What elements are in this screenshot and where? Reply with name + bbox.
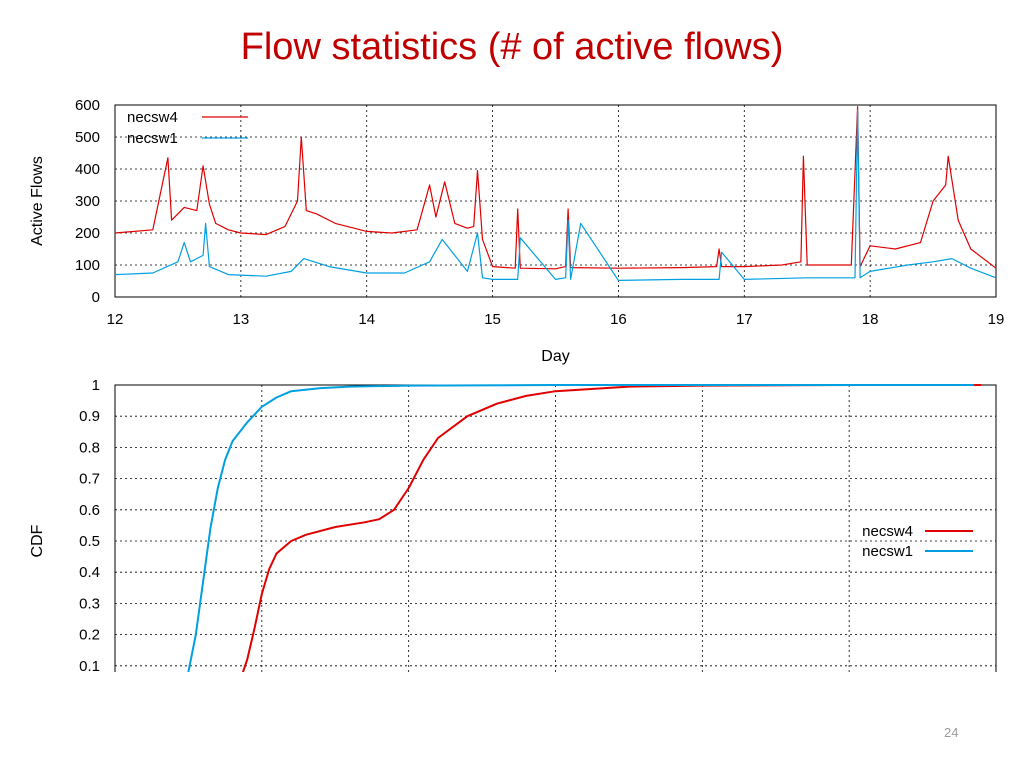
legend-label-necsw1: necsw1 [862,543,913,560]
y-axis-label: CDF [29,524,46,557]
x-axis-label: Day [541,348,569,365]
x-tick-label: 12 [107,311,124,328]
y-tick-label: 0.6 [79,502,100,519]
y-tick-label: 0.9 [79,408,100,425]
y-tick-label: 400 [75,161,100,178]
series-line-necsw1 [114,109,997,281]
y-tick-label: 300 [75,193,100,210]
series-line-necsw4 [114,106,997,270]
x-tick-label: 16 [610,311,627,328]
active-flows-cdf-chart: 010020030040050060000.10.20.30.40.50.60.… [29,377,997,672]
y-tick-label: 0.7 [79,471,100,488]
y-tick-label: 500 [75,129,100,146]
y-tick-label: 0.1 [79,658,100,672]
y-tick-label: 0.2 [79,627,100,644]
y-tick-label: 100 [75,257,100,274]
legend-label-necsw1: necsw1 [127,130,178,147]
y-tick-label: 0.4 [79,564,100,581]
page-number: 24 [944,725,959,740]
y-tick-label: 600 [75,97,100,114]
y-tick-label: 0.8 [79,439,100,456]
y-tick-label: 0 [92,289,100,306]
y-tick-label: 0.5 [79,533,100,550]
active-flows-timeseries-chart: 12 13 14 15 16 17 18 19 0 100 200 300 400 500 600 Day Ac… [29,97,1005,365]
x-tick-label: 15 [484,311,501,328]
slide-title: Flow statistics (# of active flows) [240,26,784,68]
series-line-necsw4 [241,384,982,672]
legend-label-necsw4: necsw4 [127,109,178,126]
series-line-necsw1 [187,384,974,672]
y-tick-label: 0.3 [79,595,100,612]
x-tick-label: 18 [862,311,879,328]
y-tick-label: 1 [92,377,100,394]
y-axis-label: Active Flows [29,156,46,246]
y-tick-label: 200 [75,225,100,242]
x-tick-label: 19 [988,311,1005,328]
legend-label-necsw4: necsw4 [862,523,913,540]
x-tick-label: 14 [358,311,375,328]
x-tick-label: 17 [736,311,753,328]
x-tick-label: 13 [233,311,250,328]
